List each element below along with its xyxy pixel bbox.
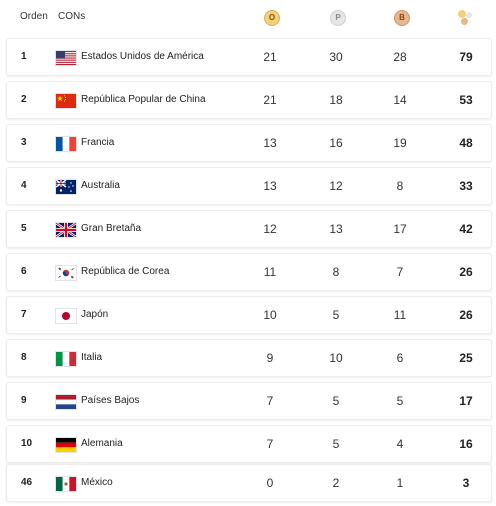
gold-count: 13 [263, 179, 277, 193]
country-name: Australia [81, 180, 120, 191]
gold-count: 7 [266, 394, 274, 408]
total-count: 26 [459, 308, 473, 322]
rank-cell: 9 [21, 395, 27, 406]
country-name: Gran Bretaña [81, 223, 142, 234]
total-count: 48 [459, 136, 473, 150]
table-row[interactable]: 5 Gran Bretaña 12 13 17 42 [6, 210, 492, 248]
gold-count: 21 [263, 93, 277, 107]
netherlands-flag-icon [55, 394, 77, 410]
rank-cell: 46 [21, 477, 33, 488]
mexico-flag-icon [55, 476, 77, 492]
total-count: 3 [462, 476, 470, 490]
great-britain-flag-icon [55, 222, 77, 238]
silver-count: 30 [329, 50, 343, 64]
japan-flag-icon [55, 308, 77, 324]
country-name: Estados Unidos de América [81, 51, 204, 62]
gold-count: 0 [266, 476, 274, 490]
total-count: 16 [459, 437, 473, 451]
australia-flag-icon [55, 179, 77, 195]
total-count: 42 [459, 222, 473, 236]
gold-count: 12 [263, 222, 277, 236]
country-column-header[interactable]: CONs [58, 11, 86, 22]
total-count: 17 [459, 394, 473, 408]
gold-count: 21 [263, 50, 277, 64]
silver-medal-icon[interactable]: P [330, 10, 346, 26]
table-row[interactable]: 3 Francia 13 16 19 48 [6, 124, 492, 162]
table-row[interactable]: 10 Alemania 7 5 4 16 [6, 425, 492, 463]
total-count: 79 [459, 50, 473, 64]
rank-cell: 5 [21, 223, 27, 234]
table-header: Orden CONs O P B [0, 0, 496, 32]
gold-count: 9 [266, 351, 274, 365]
china-flag-icon [55, 93, 77, 109]
rank-cell: 4 [21, 180, 27, 191]
rank-cell: 10 [21, 438, 33, 449]
silver-count: 8 [332, 265, 340, 279]
table-row[interactable]: 2 República Popular de China 21 18 14 53 [6, 81, 492, 119]
table-row[interactable]: 46 México 0 2 1 3 [6, 464, 492, 502]
bronze-count: 19 [393, 136, 407, 150]
bronze-count: 5 [396, 394, 404, 408]
table-row[interactable]: 4 Australia 13 12 8 33 [6, 167, 492, 205]
silver-count: 5 [332, 308, 340, 322]
bronze-count: 11 [393, 308, 407, 322]
gold-count: 10 [263, 308, 277, 322]
bronze-count: 6 [396, 351, 404, 365]
country-name: Países Bajos [81, 395, 140, 406]
rank-column-header[interactable]: Orden [20, 11, 48, 22]
total-count: 53 [459, 93, 473, 107]
bronze-count: 17 [393, 222, 407, 236]
silver-count: 2 [332, 476, 340, 490]
rank-cell: 3 [21, 137, 27, 148]
usa-flag-icon [55, 50, 77, 66]
gold-count: 7 [266, 437, 274, 451]
bronze-medal-icon[interactable]: B [394, 10, 410, 26]
country-name: Alemania [81, 438, 123, 449]
bronze-count: 8 [396, 179, 404, 193]
total-count: 33 [459, 179, 473, 193]
italy-flag-icon [55, 351, 77, 367]
silver-count: 13 [329, 222, 343, 236]
table-row[interactable]: 6 República de Corea 11 8 7 26 [6, 253, 492, 291]
table-row[interactable]: 9 Países Bajos 7 5 5 17 [6, 382, 492, 420]
bronze-count: 7 [396, 265, 404, 279]
country-name: República de Corea [81, 266, 170, 277]
gold-medal-icon[interactable]: O [264, 10, 280, 26]
rank-cell: 1 [21, 51, 27, 62]
country-name: México [81, 477, 113, 488]
bronze-count: 4 [396, 437, 404, 451]
france-flag-icon [55, 136, 77, 152]
bronze-count: 14 [393, 93, 407, 107]
silver-count: 10 [329, 351, 343, 365]
silver-count: 18 [329, 93, 343, 107]
total-medals-icon[interactable] [456, 8, 474, 26]
silver-count: 5 [332, 437, 340, 451]
country-name: Italia [81, 352, 103, 363]
silver-count: 5 [332, 394, 340, 408]
rank-cell: 6 [21, 266, 27, 277]
bronze-count: 28 [393, 50, 407, 64]
silver-count: 12 [329, 179, 343, 193]
country-name: República Popular de China [81, 94, 206, 105]
korea-flag-icon [55, 265, 77, 281]
gold-count: 11 [263, 265, 277, 279]
country-name: Japón [81, 309, 109, 320]
rank-cell: 8 [21, 352, 27, 363]
rank-cell: 7 [21, 309, 27, 320]
table-row[interactable]: 8 Italia 9 10 6 25 [6, 339, 492, 377]
table-row[interactable]: 1 Estados Unidos de América 21 30 28 79 [6, 38, 492, 76]
gold-count: 13 [263, 136, 277, 150]
total-count: 26 [459, 265, 473, 279]
bronze-count: 1 [396, 476, 404, 490]
rank-cell: 2 [21, 94, 27, 105]
silver-count: 16 [329, 136, 343, 150]
country-name: Francia [81, 137, 115, 148]
table-row[interactable]: 7 Japón 10 5 11 26 [6, 296, 492, 334]
germany-flag-icon [55, 437, 77, 453]
total-count: 25 [459, 351, 473, 365]
